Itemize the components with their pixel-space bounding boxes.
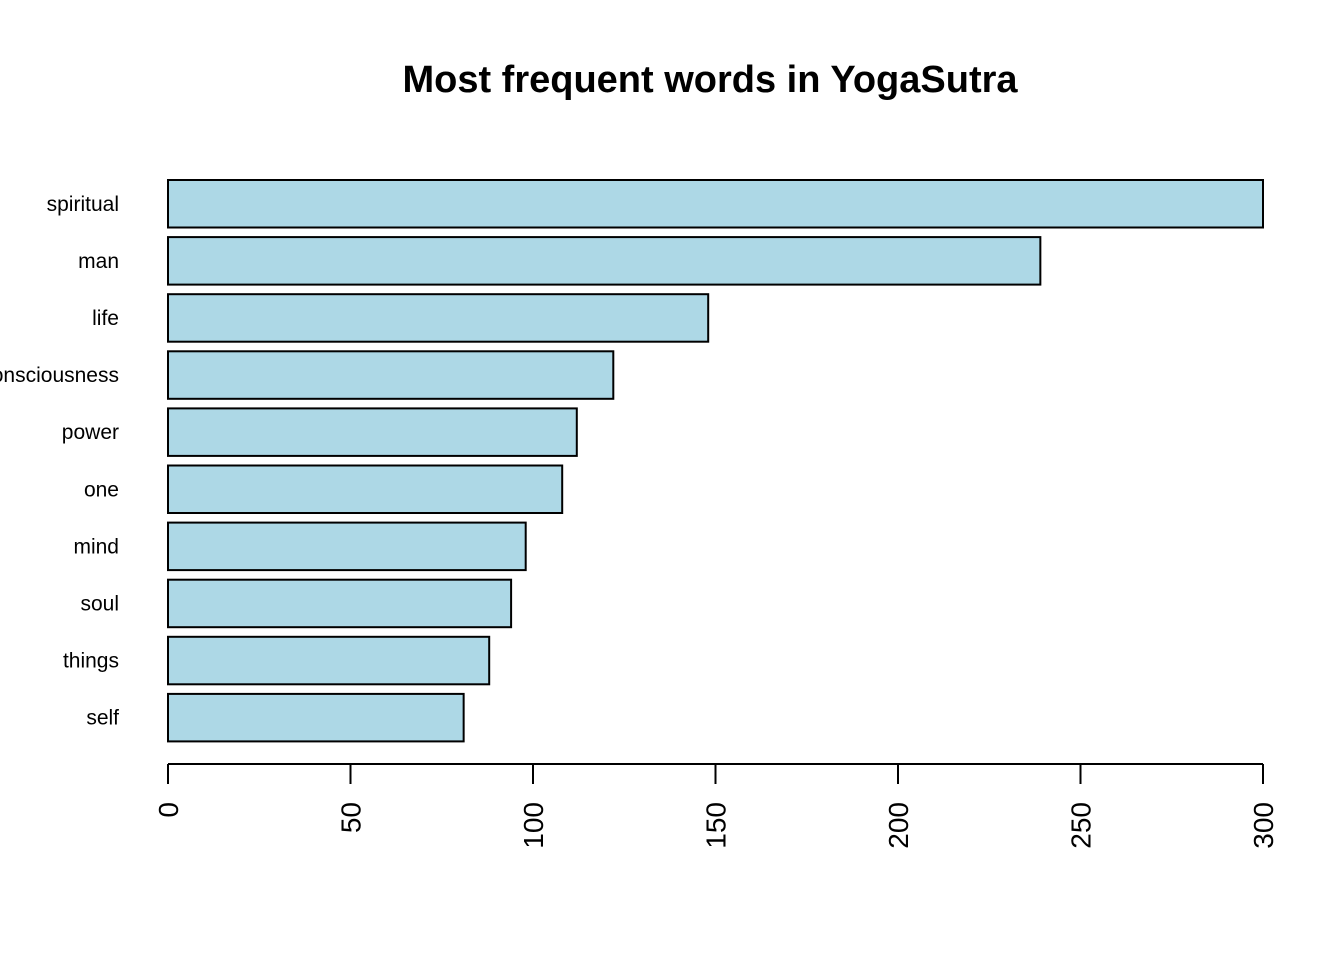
- x-tick-label: 200: [883, 802, 914, 849]
- category-label: things: [63, 650, 119, 673]
- bar-self: [167, 692, 465, 743]
- x-tick-label: 50: [336, 802, 367, 833]
- category-label: self: [86, 707, 119, 730]
- bar-life: [167, 293, 710, 343]
- x-tick-label: 300: [1248, 802, 1279, 849]
- category-labels-group: spiritual man life consciousness power one min…: [0, 193, 119, 730]
- x-tick-label: 150: [701, 802, 732, 849]
- category-label: life: [92, 307, 119, 330]
- x-tick-label: 0: [153, 802, 184, 818]
- category-label: consciousness: [0, 364, 119, 387]
- category-label: power: [62, 421, 119, 444]
- x-tick-label: 100: [518, 802, 549, 849]
- category-label: spiritual: [47, 193, 119, 216]
- category-label: soul: [80, 592, 119, 615]
- bar-mind: [167, 521, 527, 572]
- bar-soul: [167, 578, 513, 629]
- bars-group: [167, 179, 1264, 743]
- bar-man: [167, 236, 1042, 286]
- bar-power: [167, 407, 578, 457]
- x-axis: 0 50 100 150 200 250 300: [153, 763, 1279, 849]
- category-label: man: [78, 250, 119, 273]
- bar-things: [167, 635, 491, 686]
- category-label: mind: [73, 535, 119, 558]
- bar-one: [167, 464, 564, 514]
- x-tick-label: 250: [1066, 802, 1097, 849]
- chart-title: Most frequent words in YogaSutra: [402, 59, 1018, 101]
- bar-consciousness: [167, 350, 615, 400]
- bar-spiritual: [167, 179, 1264, 229]
- category-label: one: [84, 478, 119, 501]
